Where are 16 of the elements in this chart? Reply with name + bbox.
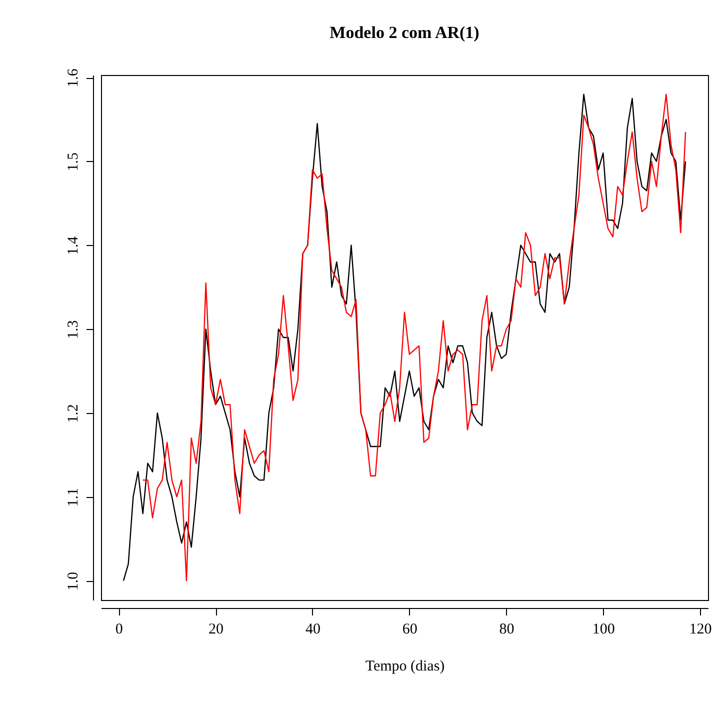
y-tick-label: 1.4	[66, 236, 82, 256]
x-tick-label: 0	[115, 622, 123, 638]
x-tick-label: 60	[402, 622, 418, 638]
x-tick-label: 20	[208, 622, 224, 638]
x-tick-label: 100	[592, 622, 615, 638]
y-tick-label: 1.6	[66, 68, 82, 88]
x-tick-label: 120	[689, 622, 712, 638]
y-tick-label: 1.2	[66, 404, 82, 423]
chart-title: Modelo 2 com AR(1)	[330, 23, 480, 42]
y-tick-label: 1.5	[66, 152, 82, 172]
y-tick-label: 1.3	[66, 320, 82, 339]
x-tick-label: 40	[305, 622, 320, 638]
y-tick-label: 1.1	[66, 488, 82, 507]
x-axis-title: Tempo (dias)	[365, 658, 445, 674]
y-tick-label: 1.0	[66, 572, 82, 591]
x-tick-label: 80	[499, 622, 514, 638]
